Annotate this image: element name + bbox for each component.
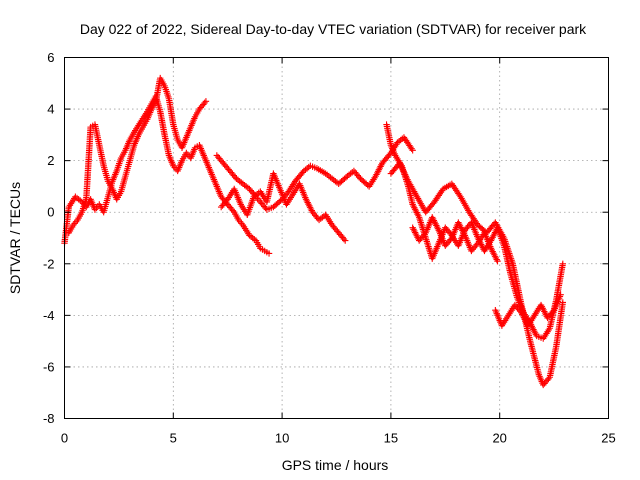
data-point (355, 173, 363, 181)
data-point (265, 250, 273, 257)
data-point (409, 147, 416, 154)
series-7 (492, 291, 564, 329)
chart-title: Day 022 of 2022, Sidereal Day-to-day VTE… (80, 21, 587, 37)
plot-frame (64, 57, 609, 419)
data-point (284, 189, 291, 197)
data-point (262, 204, 269, 212)
x-tick-label: 5 (170, 431, 177, 446)
y-axis-label: SDTVAR / TECUs (7, 182, 23, 294)
y-tick-label: 2 (47, 153, 54, 168)
x-tick-label: 20 (492, 431, 506, 446)
data-point (557, 291, 564, 298)
series-6 (387, 160, 567, 389)
data-point (447, 236, 454, 243)
ticks-layer: 0 5 10 15 20 25 -8 -6 -4 -2 0 2 4 6 (43, 50, 616, 446)
data-point (342, 237, 349, 244)
series-2 (65, 74, 210, 237)
data-point (494, 258, 501, 265)
data-point (229, 207, 237, 214)
x-tick-label: 0 (61, 431, 68, 446)
data-point (340, 235, 348, 243)
y-tick-label: 4 (47, 102, 54, 117)
y-tick-label: -4 (43, 308, 55, 323)
x-tick-label: 10 (275, 431, 289, 446)
series-1 (61, 92, 273, 257)
data-point (421, 231, 428, 238)
data-point (202, 98, 210, 105)
data-point (299, 169, 306, 176)
series-3 (213, 134, 416, 213)
y-tick-label: -8 (43, 411, 55, 426)
data-point (201, 99, 208, 107)
y-tick-label: -6 (43, 359, 55, 374)
data-point (473, 241, 480, 248)
y-tick-label: -2 (43, 256, 55, 271)
y-tick-label: 0 (47, 205, 54, 220)
data-point (231, 173, 239, 181)
x-tick-label: 15 (384, 431, 398, 446)
series-8 (409, 214, 501, 265)
data-points-layer (61, 74, 567, 389)
data-point (545, 375, 552, 382)
x-axis-label: GPS time / hours (282, 457, 389, 473)
data-point (223, 197, 230, 205)
y-tick-label: 6 (47, 50, 54, 65)
data-point (559, 260, 567, 267)
data-point (549, 308, 556, 315)
x-tick-label: 25 (601, 431, 615, 446)
data-point (559, 299, 567, 306)
series-4 (217, 170, 349, 244)
